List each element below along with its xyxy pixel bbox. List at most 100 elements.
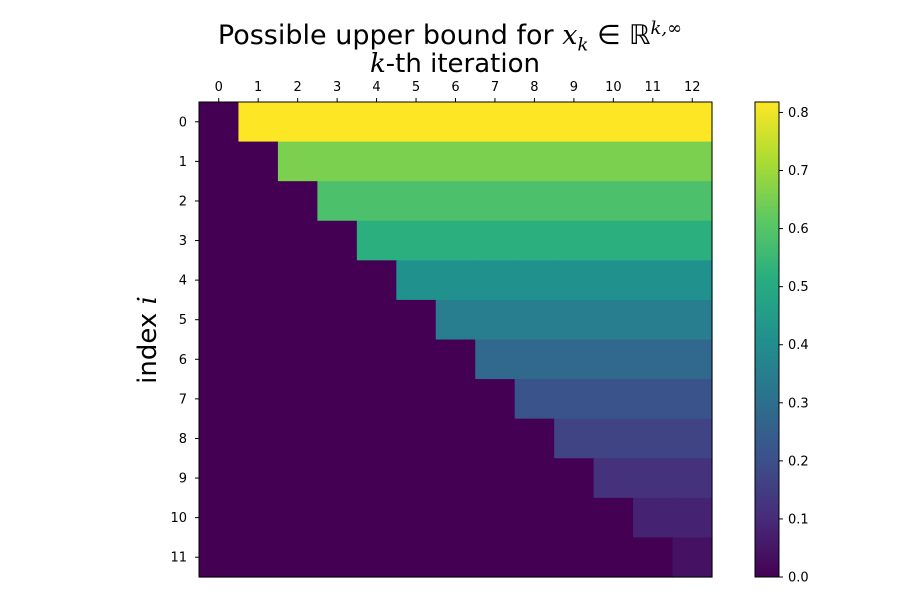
heatmap-cell-1-11 [633,141,674,182]
x-tick-label-0: 0 [215,80,223,95]
heatmap-cell-5-3 [317,299,358,341]
heatmap-cell-0-0 [199,102,240,143]
heatmap-cell-6-2 [277,339,318,380]
y-tick-label-1: 1 [179,155,187,170]
heatmap-cell-5-9 [554,299,595,341]
heatmap-cell-6-3 [317,339,358,380]
heatmap-cell-11-11 [633,537,674,578]
heatmap-cell-7-0 [199,379,240,420]
y-tick-label-5: 5 [179,313,187,328]
heatmap-cell-1-2 [277,141,318,182]
heatmap-cell-2-3 [317,181,358,222]
heatmap-cell-0-7 [475,102,516,143]
heatmap-cell-10-6 [435,497,476,539]
x-tick-label-5: 5 [412,80,420,95]
heatmap-cell-6-6 [435,339,476,380]
heatmap-cell-1-10 [593,141,634,182]
heatmap-cell-6-1 [238,339,279,380]
heatmap-cell-2-6 [435,181,476,222]
heatmap-cell-5-4 [356,299,397,341]
heatmap-cell-11-2 [277,537,318,578]
x-axis-label: k-th iteration [0,49,900,79]
heatmap-cell-4-5 [396,260,437,301]
heatmap-cell-4-12 [672,260,713,301]
heatmap-cell-4-3 [317,260,358,301]
heatmap-cell-8-9 [554,418,595,459]
y-tick-label-0: 0 [179,115,187,130]
heatmap-cell-5-11 [633,299,674,341]
heatmap-cell-5-6 [435,299,476,341]
heatmap-cell-9-4 [356,458,397,499]
heatmap-cell-0-1 [238,102,279,143]
heatmap-cell-11-3 [317,537,358,578]
heatmap-cell-2-7 [475,181,516,222]
heatmap-cell-8-5 [396,418,437,459]
heatmap-cell-9-1 [238,458,279,499]
heatmap-cell-2-2 [277,181,318,222]
heatmap-cell-2-10 [593,181,634,222]
heatmap-cell-7-1 [238,379,279,420]
heatmap-cell-1-6 [435,141,476,182]
heatmap-cell-1-3 [317,141,358,182]
heatmap-cell-10-7 [475,497,516,539]
heatmap-cell-9-12 [672,458,713,499]
heatmap-cell-11-6 [435,537,476,578]
heatmap-cell-4-9 [554,260,595,301]
heatmap-cell-5-8 [514,299,555,341]
heatmap-cell-0-11 [633,102,674,143]
heatmap-cell-6-8 [514,339,555,380]
y-tick-label-8: 8 [179,432,187,447]
heatmap-cell-10-2 [277,497,318,539]
heatmap-cell-3-12 [672,220,713,261]
y-tick-label-7: 7 [179,392,187,407]
heatmap-cell-10-12 [672,497,713,539]
heatmap-cell-3-5 [396,220,437,261]
colorbar [754,101,780,578]
heatmap-cell-9-11 [633,458,674,499]
heatmap-cell-6-11 [633,339,674,380]
heatmap-cell-4-4 [356,260,397,301]
heatmap-cell-2-9 [554,181,595,222]
heatmap-cell-7-3 [317,379,358,420]
colorbar-tick-label-0.1: 0.1 [788,512,809,527]
heatmap-cell-10-3 [317,497,358,539]
heatmap-cell-1-5 [396,141,437,182]
x-tick-label-10: 10 [605,80,622,95]
y-tick-label-9: 9 [179,472,187,487]
heatmap-cell-8-8 [514,418,555,459]
heatmap-cell-11-0 [199,537,240,578]
heatmap-cell-7-11 [633,379,674,420]
heatmap-cell-1-4 [356,141,397,182]
heatmap-cell-4-11 [633,260,674,301]
heatmap-cell-9-2 [277,458,318,499]
heatmap-cell-5-7 [475,299,516,341]
heatmap-cell-11-10 [593,537,634,578]
heatmap-cell-11-4 [356,537,397,578]
colorbar-tick-label-0.3: 0.3 [788,396,809,411]
chart-title-math-rest: ∈ ℝ [588,20,651,51]
heatmap-cell-8-4 [356,418,397,459]
x-tick-label-4: 4 [372,80,380,95]
colorbar-tick-label-0.0: 0.0 [788,571,809,586]
heatmap-cell-7-12 [672,379,713,420]
heatmap-cell-0-8 [514,102,555,143]
heatmap-cell-8-6 [435,418,476,459]
heatmap-cell-9-6 [435,458,476,499]
heatmap-cell-10-11 [633,497,674,539]
heatmap-cell-8-11 [633,418,674,459]
heatmap-cell-9-8 [514,458,555,499]
heatmap-cell-11-1 [238,537,279,578]
chart-title-math-var: x [562,20,578,51]
heatmap-cell-6-7 [475,339,516,380]
heatmap-cell-10-0 [199,497,240,539]
heatmap-cell-10-4 [356,497,397,539]
colorbar-ticks: 0.0 0.1 0.2 0.3 0.4 0.5 0.6 0.7 0.8 [779,106,809,586]
heatmap-cell-5-12 [672,299,713,341]
x-axis-label-math: k [370,49,386,79]
heatmap-cell-4-8 [514,260,555,301]
heatmap-cell-4-1 [238,260,279,301]
heatmap-cell-3-6 [435,220,476,261]
heatmap-cell-5-2 [277,299,318,341]
heatmap-cell-9-0 [199,458,240,499]
